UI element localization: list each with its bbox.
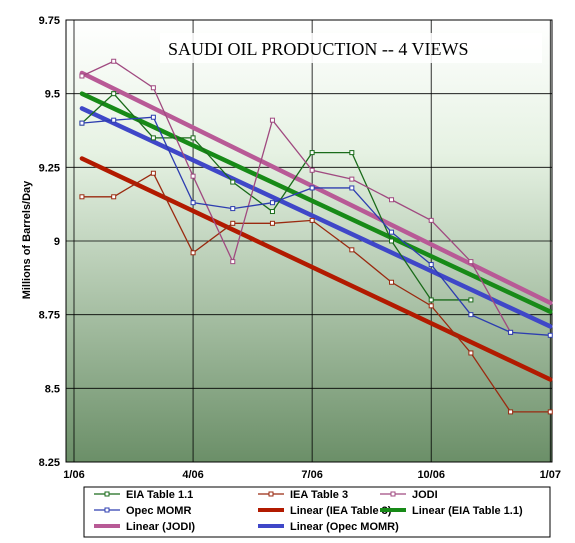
legend-label-eia-table-1-1: EIA Table 1.1 [126, 489, 193, 501]
data-point-iea-table-3 [111, 194, 117, 200]
data-point-eia-table-1-1 [428, 297, 434, 303]
data-point-jodi [190, 173, 196, 179]
data-point-opec-momr [309, 185, 315, 191]
data-point-eia-table-1-1 [230, 179, 236, 185]
data-point-opec-momr [79, 120, 85, 126]
data-point-jodi [111, 58, 117, 64]
data-point-jodi [428, 217, 434, 223]
legend-marker-opec-momr [104, 507, 110, 513]
data-point-iea-table-3 [349, 247, 355, 253]
data-point-opec-momr [428, 262, 434, 268]
data-point-iea-table-3 [79, 194, 85, 200]
data-point-opec-momr [111, 117, 117, 123]
data-point-jodi [389, 197, 395, 203]
data-point-iea-table-3 [547, 409, 553, 415]
x-tick-label: 4/06 [182, 469, 203, 481]
data-point-jodi [150, 85, 156, 91]
data-point-opec-momr [269, 200, 275, 206]
data-point-jodi [79, 73, 85, 79]
data-point-jodi [269, 117, 275, 123]
y-axis-ticks: 8.25 8.5 8.75 9 9.25 9.5 9.75 [39, 15, 60, 469]
y-tick-label: 8.25 [39, 457, 60, 469]
legend-marker-iea-table-3 [268, 491, 274, 497]
title-backdrop [160, 33, 542, 63]
chart-title: SAUDI OIL PRODUCTION -- 4 VIEWS [168, 39, 468, 59]
data-point-iea-table-3 [230, 220, 236, 226]
series-line-jodi [81, 60, 512, 333]
data-point-opec-momr [150, 114, 156, 120]
legend-label-opec-momr: Opec MOMR [126, 505, 191, 517]
data-point-eia-table-1-1 [349, 150, 355, 156]
data-point-iea-table-3 [269, 220, 275, 226]
y-tick-label: 9 [54, 236, 60, 248]
legend-label-linear-jodi: Linear (JODI) [126, 521, 195, 533]
data-point-opec-momr [349, 185, 355, 191]
data-point-jodi [468, 259, 474, 265]
data-point-iea-table-3 [508, 409, 514, 415]
legend-marker-eia-table-1-1 [104, 491, 110, 497]
data-point-jodi [230, 259, 236, 265]
data-point-eia-table-1-1 [468, 297, 474, 303]
y-tick-label: 9.75 [39, 15, 60, 27]
data-point-opec-momr [190, 200, 196, 206]
data-point-iea-table-3 [428, 303, 434, 309]
data-point-iea-table-3 [468, 350, 474, 356]
gridlines [66, 19, 552, 463]
x-tick-label: 10/06 [417, 469, 445, 481]
data-point-opec-momr [230, 206, 236, 212]
legend-label-iea-table-3: IEA Table 3 [290, 489, 348, 501]
data-point-iea-table-3 [389, 279, 395, 285]
data-point-opec-momr [547, 332, 553, 338]
legend-label-jodi: JODI [412, 489, 438, 501]
y-axis-label: Millions of Barrels/Day [21, 180, 33, 299]
data-point-eia-table-1-1 [389, 238, 395, 244]
legend-marker-jodi [390, 491, 396, 497]
data-point-iea-table-3 [150, 170, 156, 176]
y-tick-label: 8.5 [45, 383, 60, 395]
x-tick-label: 1/07 [540, 469, 561, 481]
trend-line-linear-iea-table-3 [79, 156, 553, 382]
x-axis-ticks: 1/06 4/06 7/06 10/06 1/07 [63, 469, 561, 481]
y-tick-label: 9.5 [45, 89, 60, 101]
data-point-eia-table-1-1 [150, 135, 156, 141]
data-point-eia-table-1-1 [190, 135, 196, 141]
data-series [79, 58, 553, 415]
legend-label-linear-eia-table-1-1: Linear (EIA Table 1.1) [412, 505, 523, 517]
x-tick-label: 1/06 [63, 469, 84, 481]
data-point-jodi [349, 176, 355, 182]
data-point-iea-table-3 [309, 217, 315, 223]
x-tick-label: 7/06 [301, 469, 322, 481]
trend-line-linear-opec-momr [79, 106, 553, 329]
data-point-eia-table-1-1 [309, 150, 315, 156]
data-point-opec-momr [508, 329, 514, 335]
legend: EIA Table 1.1 IEA Table 3 JODI Opec MOMR Lin… [94, 489, 523, 533]
data-point-eia-table-1-1 [111, 91, 117, 97]
legend-label-linear-iea-table-3: Linear (IEA Table 3) [290, 505, 392, 517]
legend-box [83, 486, 551, 538]
y-tick-label: 9.25 [39, 162, 60, 174]
legend-label-linear-opec-momr: Linear (Opec MOMR) [290, 521, 399, 533]
data-point-opec-momr [389, 229, 395, 235]
data-point-jodi [309, 167, 315, 173]
y-tick-label: 8.75 [39, 310, 60, 322]
data-point-opec-momr [468, 312, 474, 318]
data-point-iea-table-3 [190, 250, 196, 256]
data-point-eia-table-1-1 [269, 209, 275, 215]
